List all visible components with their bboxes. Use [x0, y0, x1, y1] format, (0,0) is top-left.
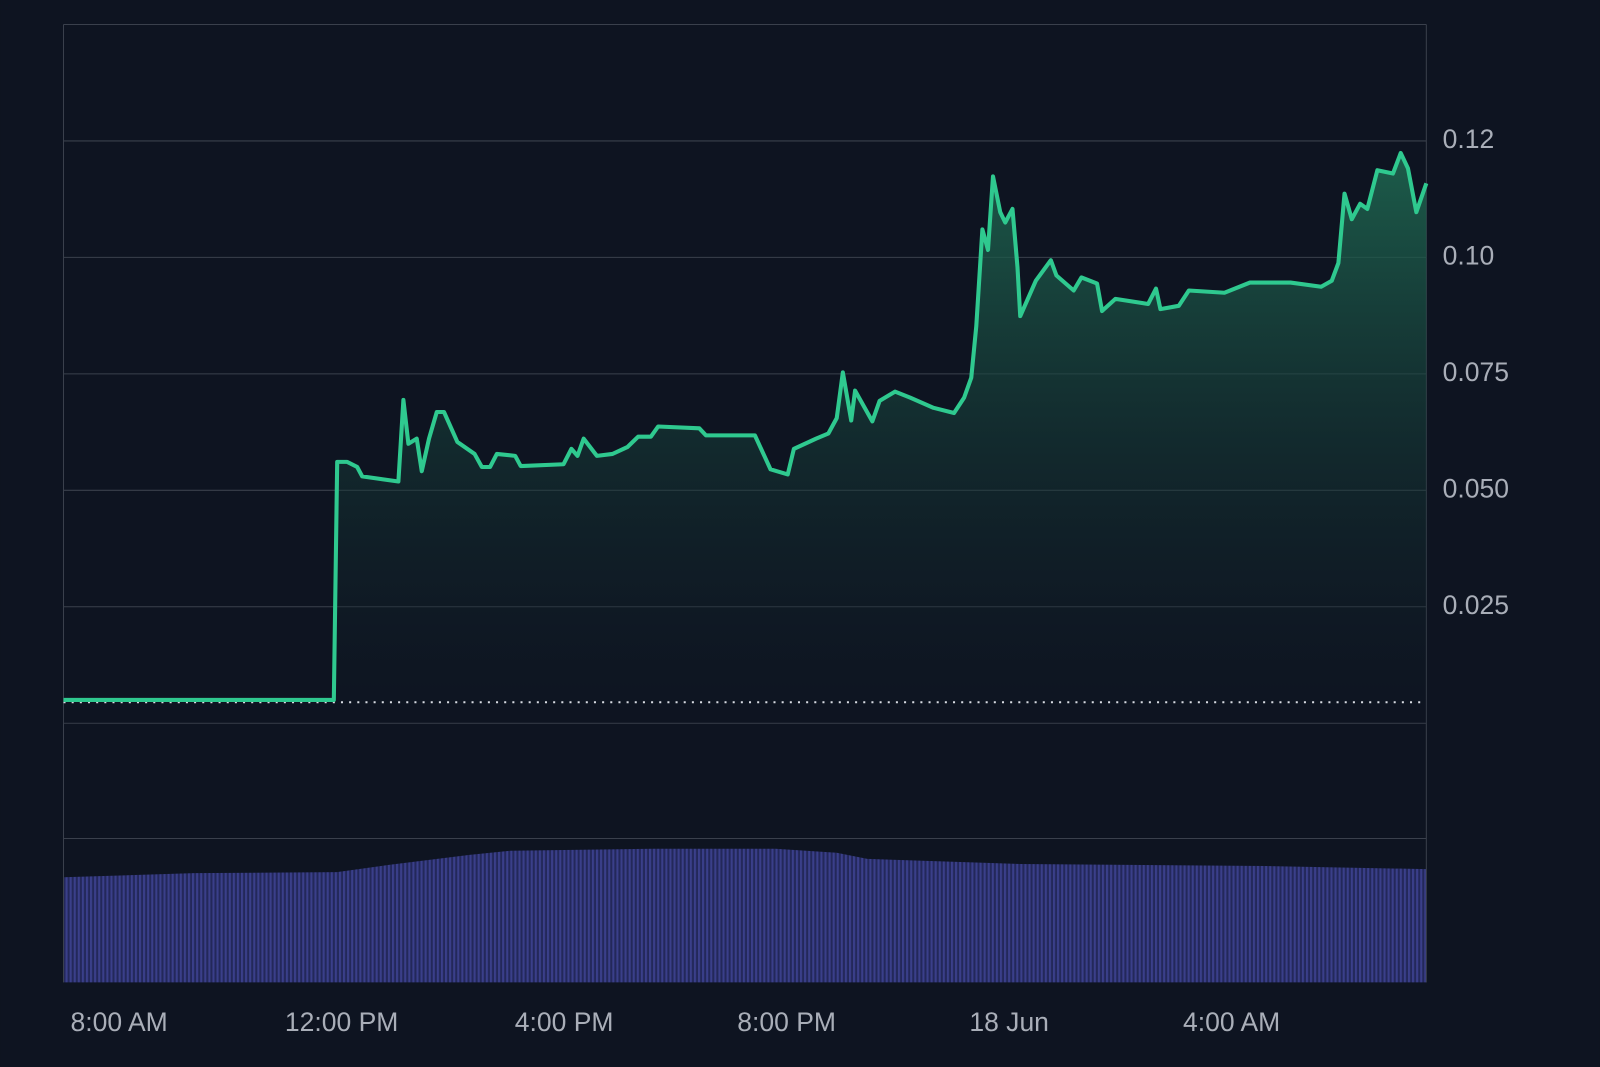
x-tick-label: 4:00 PM: [515, 1007, 614, 1037]
plot: 0.025 0.050 0.075 0.10 0.12 8:00 AM 12:00 PM 4:…: [63, 124, 1509, 1037]
x-tick-label: 8:00 PM: [737, 1007, 836, 1037]
x-tick-label: 12:00 PM: [285, 1007, 398, 1037]
x-tick-label: 18 Jun: [969, 1007, 1049, 1037]
y-tick-label: 0.025: [1443, 590, 1509, 620]
area-fill: [63, 153, 1427, 724]
x-tick-label: 8:00 AM: [70, 1007, 167, 1037]
y-tick-label: 0.12: [1443, 124, 1495, 154]
x-tick-label: 4:00 AM: [1183, 1007, 1280, 1037]
y-tick-label: 0.075: [1443, 357, 1509, 387]
price-line: [63, 150, 1429, 703]
volume-bars: [63, 848, 1427, 983]
y-tick-label: 0.10: [1443, 240, 1495, 270]
y-tick-label: 0.050: [1443, 473, 1509, 503]
